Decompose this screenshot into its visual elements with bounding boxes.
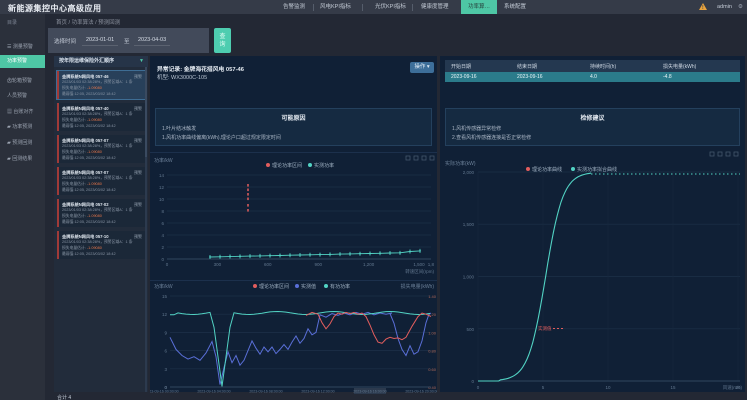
svg-text:1.00: 1.00 bbox=[428, 330, 437, 335]
svg-text:9: 9 bbox=[164, 330, 167, 335]
svg-text:1.20: 1.20 bbox=[428, 312, 437, 317]
svg-text:理论功率曲线: 理论功率曲线 bbox=[532, 166, 562, 173]
svg-text:12: 12 bbox=[162, 312, 168, 317]
svg-text:实测值: 实测值 bbox=[538, 325, 552, 332]
svg-text:14: 14 bbox=[159, 173, 165, 178]
svg-text:600: 600 bbox=[264, 262, 272, 267]
svg-text:有功功率: 有功功率 bbox=[330, 283, 350, 290]
svg-text:损失电量(kWh): 损失电量(kWh) bbox=[401, 283, 435, 290]
svg-text:3: 3 bbox=[164, 367, 167, 372]
svg-text:0: 0 bbox=[166, 262, 169, 267]
svg-text:理论功率区间: 理论功率区间 bbox=[259, 283, 289, 290]
svg-text:8: 8 bbox=[161, 209, 164, 214]
svg-text:6: 6 bbox=[161, 221, 164, 226]
svg-text:0: 0 bbox=[477, 385, 480, 390]
svg-text:0: 0 bbox=[164, 385, 167, 390]
svg-text:0.60: 0.60 bbox=[428, 367, 437, 372]
svg-text:0: 0 bbox=[161, 257, 164, 262]
svg-text:1,500: 1,500 bbox=[463, 222, 475, 227]
svg-text:2023-09-16 16:00:00: 2023-09-16 16:00:00 bbox=[353, 390, 386, 394]
svg-text:实测值: 实测值 bbox=[301, 283, 316, 290]
svg-text:功率/kW: 功率/kW bbox=[154, 283, 173, 290]
svg-text:功率/kW: 功率/kW bbox=[154, 157, 173, 164]
svg-text:2023-09-16 20:00:00: 2023-09-16 20:00:00 bbox=[405, 390, 437, 394]
svg-text:理论功率区间: 理论功率区间 bbox=[272, 162, 302, 169]
svg-text:实测功率拟合曲线: 实测功率拟合曲线 bbox=[577, 166, 617, 173]
svg-text:1,000: 1,000 bbox=[463, 275, 475, 280]
svg-text:12: 12 bbox=[159, 185, 165, 190]
svg-text:2023-09-16 08:00:00: 2023-09-16 08:00:00 bbox=[249, 390, 282, 394]
svg-text:10: 10 bbox=[159, 197, 165, 202]
svg-text:15: 15 bbox=[670, 385, 676, 390]
svg-text:500: 500 bbox=[466, 327, 474, 332]
svg-text:2: 2 bbox=[161, 245, 164, 250]
svg-text:900: 900 bbox=[314, 262, 322, 267]
svg-text:4: 4 bbox=[161, 233, 164, 238]
svg-text:2023-09-16 04:00:00: 2023-09-16 04:00:00 bbox=[197, 390, 230, 394]
svg-text:6: 6 bbox=[164, 349, 167, 354]
svg-text:0: 0 bbox=[471, 379, 474, 384]
svg-text:15: 15 bbox=[162, 294, 168, 299]
svg-text:1,500: 1,500 bbox=[413, 262, 425, 267]
svg-text:1,8: 1,8 bbox=[428, 262, 435, 267]
svg-text:300: 300 bbox=[214, 262, 222, 267]
svg-text:转速区间(rpm): 转速区间(rpm) bbox=[405, 268, 434, 275]
svg-text:2,000: 2,000 bbox=[463, 170, 475, 175]
svg-text:5: 5 bbox=[542, 385, 545, 390]
svg-text:2023-09-16 00:00:00: 2023-09-16 00:00:00 bbox=[150, 390, 179, 394]
svg-text:实际功率(kW): 实际功率(kW) bbox=[445, 160, 476, 167]
svg-text:0.40: 0.40 bbox=[428, 385, 437, 390]
svg-text:0: 0 bbox=[164, 385, 167, 390]
svg-text:10: 10 bbox=[605, 385, 611, 390]
svg-text:20: 20 bbox=[735, 385, 741, 390]
svg-text:风速(m/s): 风速(m/s) bbox=[723, 385, 743, 391]
svg-text:2023-09-16 12:00:00: 2023-09-16 12:00:00 bbox=[301, 390, 334, 394]
svg-text:实测功率: 实测功率 bbox=[314, 162, 334, 169]
svg-text:1.40: 1.40 bbox=[428, 294, 437, 299]
svg-text:1,200: 1,200 bbox=[363, 262, 375, 267]
svg-text:0.80: 0.80 bbox=[428, 349, 437, 354]
